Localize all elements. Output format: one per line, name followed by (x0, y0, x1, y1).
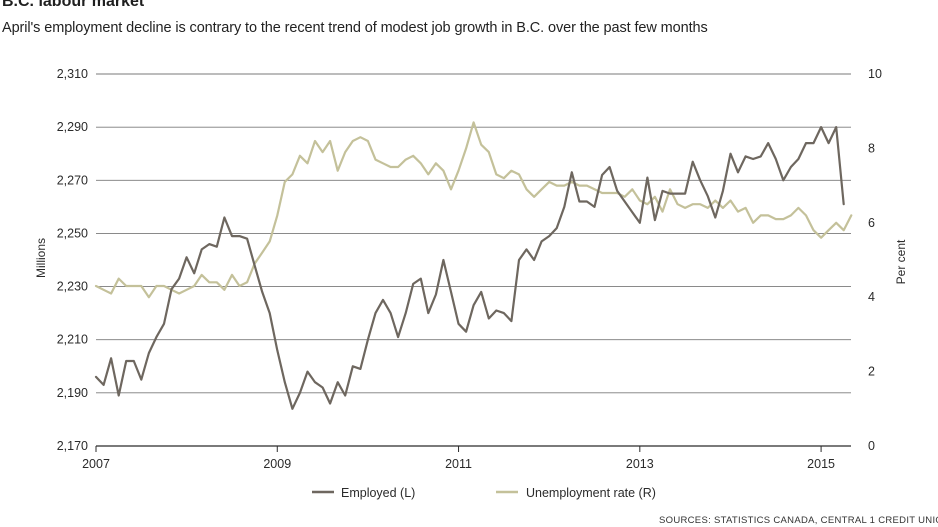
right-axis-ticks: 0 2 4 6 8 10 (868, 67, 882, 453)
left-tick-label: 2,210 (57, 333, 88, 347)
right-tick-label: 6 (868, 216, 875, 230)
left-tick-label: 2,270 (57, 173, 88, 187)
source-note: SOURCES: STATISTICS CANADA, CENTRAL 1 CR… (659, 515, 938, 526)
left-tick-label: 2,230 (57, 280, 88, 294)
right-tick-label: 0 (868, 439, 875, 453)
left-tick-label: 2,290 (57, 120, 88, 134)
x-tick-label: 2011 (445, 457, 472, 471)
chart-title: B.C. labour market (2, 0, 145, 10)
legend-label-employed: Employed (L) (341, 486, 415, 500)
x-axis-ticks: 2007 2009 2011 2013 2015 (82, 446, 835, 471)
series-lines (94, 121, 853, 410)
left-tick-label: 2,310 (57, 67, 88, 81)
left-tick-label: 2,250 (57, 226, 88, 240)
left-tick-label: 2,170 (57, 439, 88, 453)
right-tick-label: 4 (868, 290, 875, 304)
right-axis-title: Per cent (894, 239, 908, 284)
left-axis-ticks: 2,170 2,190 2,210 2,230 2,250 2,270 2,290 2,310 (57, 67, 88, 453)
gridlines (96, 73, 851, 447)
x-tick-label: 2013 (626, 457, 654, 471)
right-tick-label: 8 (868, 141, 875, 155)
series-line-unemployment (94, 121, 853, 299)
x-tick-label: 2007 (82, 457, 110, 471)
chart-subtitle: April's employment decline is contrary t… (2, 20, 708, 36)
left-axis-title: Millions (34, 238, 48, 278)
x-tick-label: 2015 (807, 457, 835, 471)
legend-label-unemployment: Unemployment rate (R) (526, 486, 656, 500)
left-tick-label: 2,190 (57, 386, 88, 400)
series-line-employed (94, 125, 845, 410)
legend: Employed (L) Unemployment rate (R) (312, 486, 656, 500)
right-tick-label: 10 (868, 67, 882, 81)
right-tick-label: 2 (868, 365, 875, 379)
x-tick-label: 2009 (263, 457, 291, 471)
